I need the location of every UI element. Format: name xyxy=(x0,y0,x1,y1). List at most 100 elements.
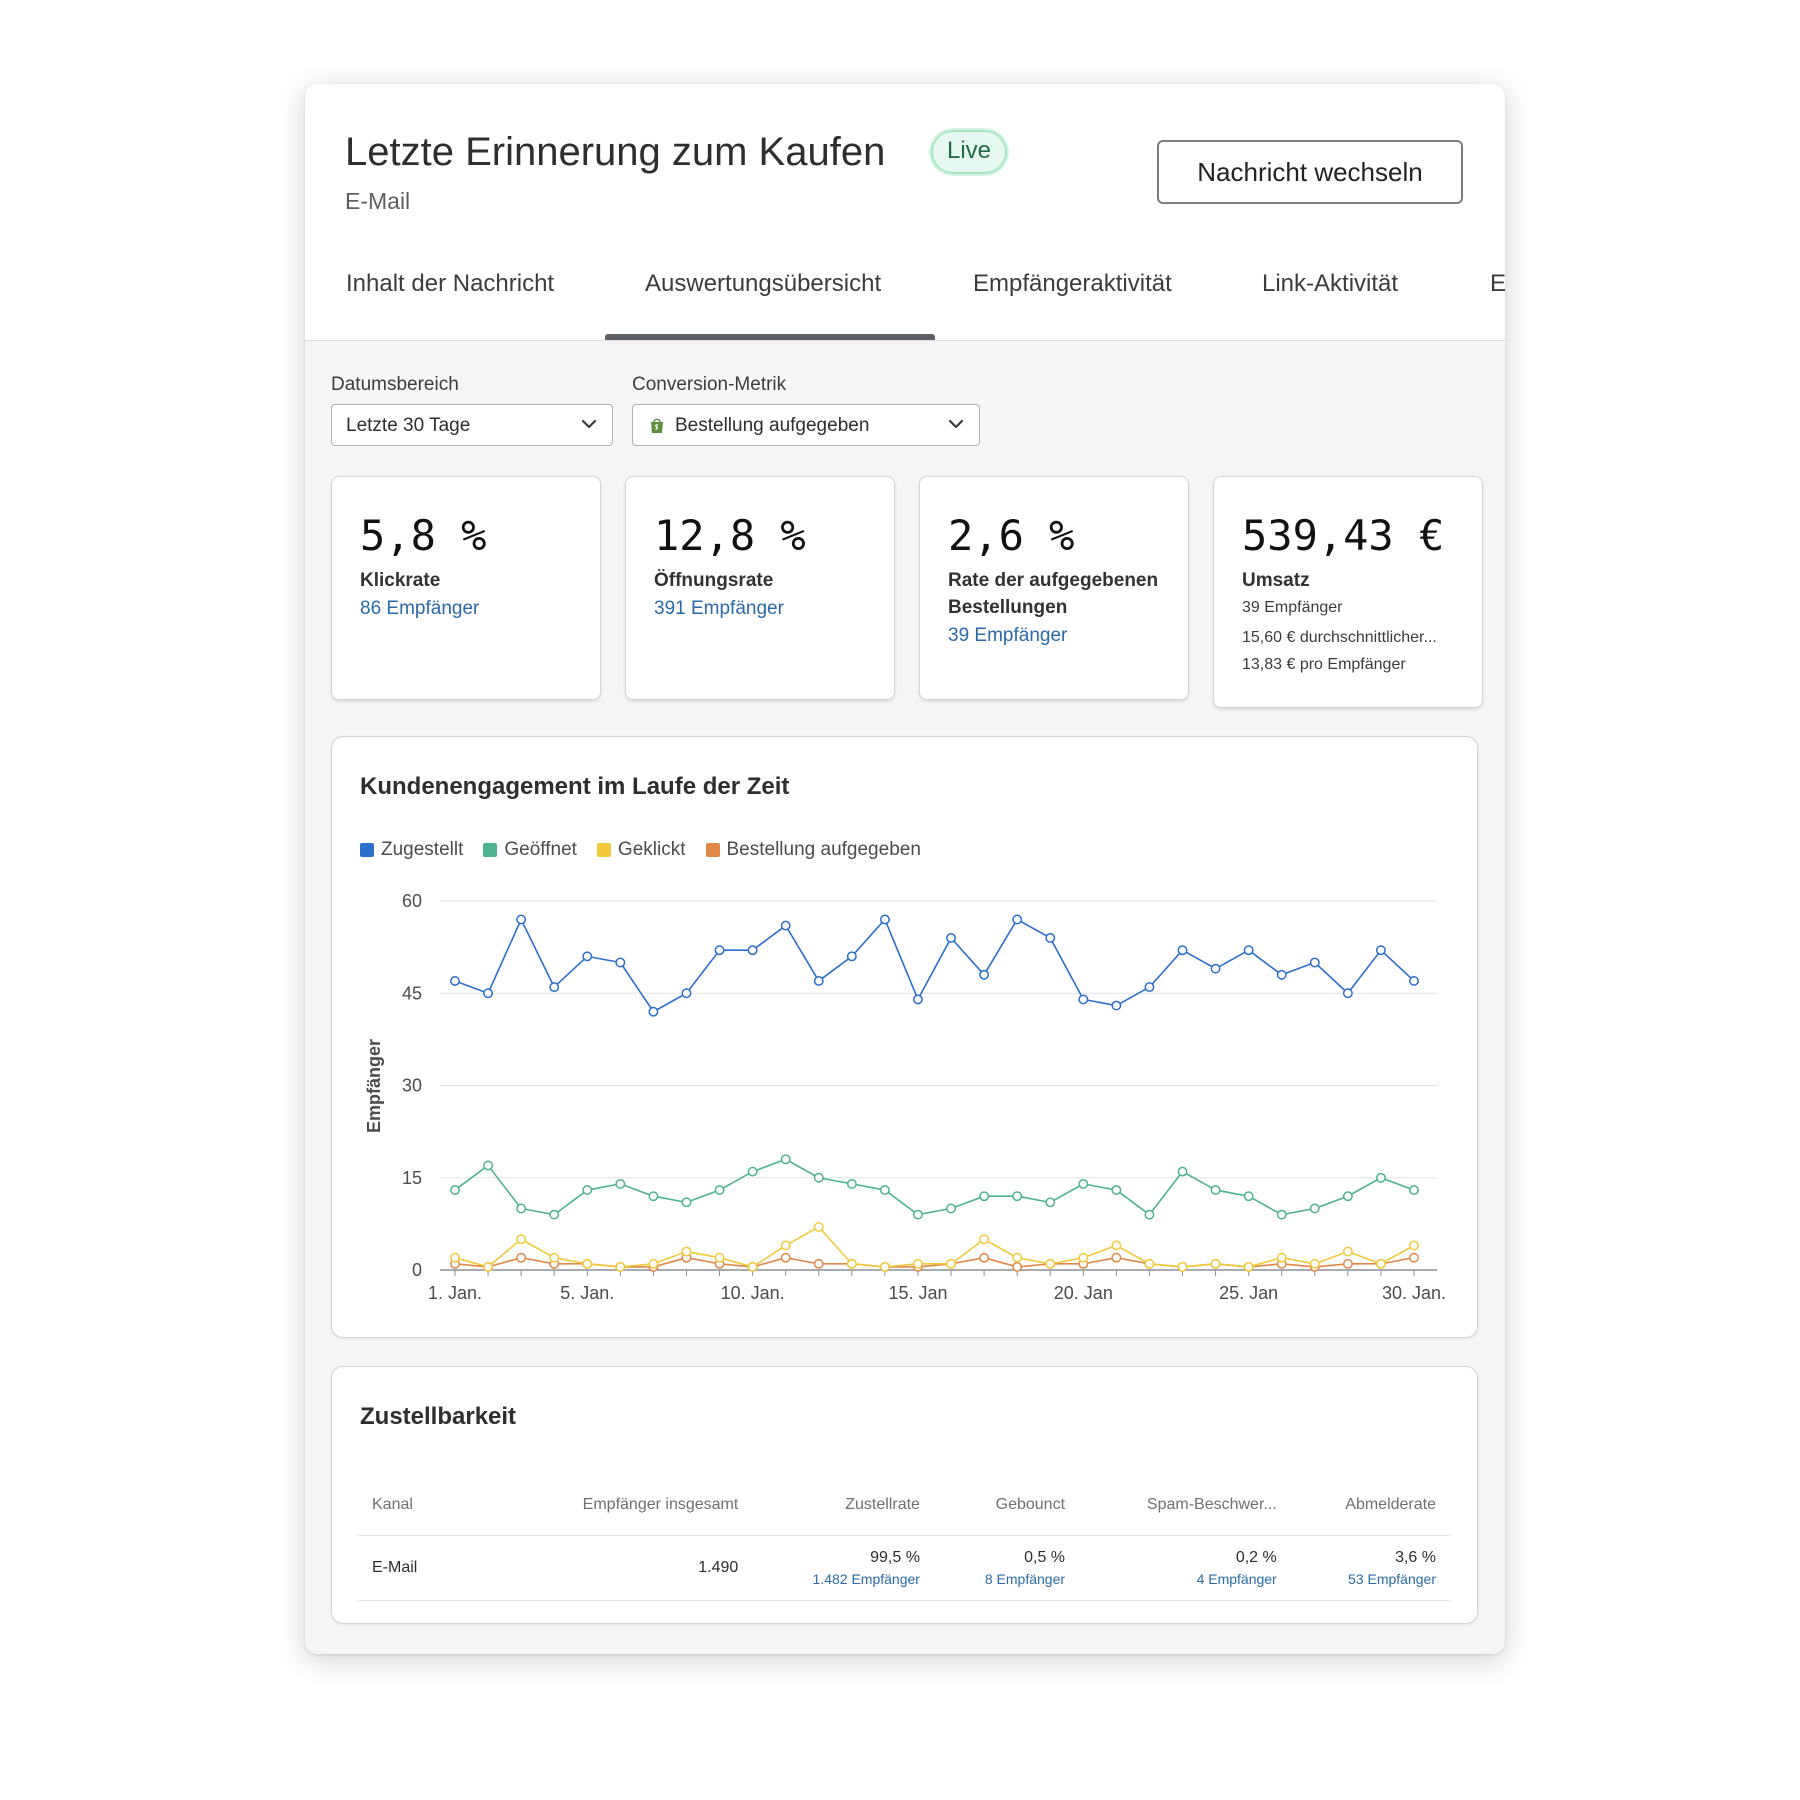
y-tick-label: 0 xyxy=(412,1260,422,1280)
date-range-select[interactable]: Letzte 30 Tage xyxy=(331,404,613,446)
legend-item[interactable]: Geöffnet xyxy=(483,839,577,861)
data-point xyxy=(516,914,527,925)
data-point xyxy=(979,969,990,980)
data-point xyxy=(813,1172,824,1183)
legend-swatch xyxy=(705,843,720,857)
delivery-rate-cell: 99,5 % 1.482 Empfänger xyxy=(752,1535,934,1601)
channel-subtitle: E-Mail xyxy=(345,188,411,214)
data-point xyxy=(1210,1258,1221,1269)
column-header: Kanal xyxy=(358,1475,506,1536)
data-point xyxy=(1375,945,1386,956)
data-point xyxy=(1111,1252,1122,1263)
active-tab-indicator xyxy=(605,334,935,340)
metric-recipients-link[interactable]: 39 Empfänger xyxy=(948,625,1068,646)
data-point xyxy=(1342,1258,1353,1269)
data-point xyxy=(1111,1185,1122,1195)
data-point xyxy=(1045,1258,1056,1269)
data-point xyxy=(913,994,923,1005)
metric-recipients-link[interactable]: 86 Empfänger xyxy=(360,598,480,619)
data-point xyxy=(846,1178,857,1189)
bounced-recipients-link[interactable]: 8 Empfänger xyxy=(984,1571,1066,1587)
tab-truncated[interactable]: Er xyxy=(1490,270,1505,297)
data-point xyxy=(946,1258,956,1269)
revenue-recipients: 39 Empfänger xyxy=(1242,599,1343,616)
data-point xyxy=(549,982,560,993)
data-point xyxy=(846,1258,857,1269)
delivery-recipients-link[interactable]: 1.482 Empfänger xyxy=(812,1571,920,1587)
y-tick-label: 60 xyxy=(402,891,422,911)
data-point xyxy=(450,1252,460,1263)
y-tick-label: 15 xyxy=(402,1168,422,1188)
data-point xyxy=(813,1222,824,1232)
spam-value: 0,2 % xyxy=(1235,1549,1277,1566)
data-point xyxy=(714,1252,725,1263)
column-header: Zustellrate xyxy=(752,1475,934,1536)
table-row: E-Mail 1.490 99,5 % 1.482 Empfänger 0,5 … xyxy=(358,1535,1450,1601)
data-point xyxy=(780,1252,791,1263)
legend-item[interactable]: Zugestellt xyxy=(360,839,463,861)
x-tick-label: 1. Jan. xyxy=(428,1283,482,1303)
tab-message-content[interactable]: Inhalt der Nachricht xyxy=(346,270,555,297)
data-point xyxy=(1012,1191,1023,1202)
bounced-cell: 0,5 % 8 Empfänger xyxy=(933,1535,1080,1601)
spam-recipients-link[interactable]: 4 Empfänger xyxy=(1196,1571,1277,1587)
data-point xyxy=(1375,1172,1386,1183)
data-point xyxy=(582,1185,593,1195)
tab-report-overview[interactable]: Auswertungsübersicht xyxy=(645,270,882,297)
data-point xyxy=(1177,945,1188,956)
data-point xyxy=(1210,1185,1221,1195)
deliverability-title: Zustellbarkeit xyxy=(360,1403,517,1430)
data-point xyxy=(1111,1000,1122,1011)
data-point xyxy=(813,1258,824,1269)
data-point xyxy=(615,1178,626,1189)
data-point xyxy=(714,1185,725,1195)
legend-item[interactable]: Bestellung aufgegeben xyxy=(705,839,921,861)
switch-message-button[interactable]: Nachricht wechseln xyxy=(1157,140,1463,204)
data-point xyxy=(1243,1191,1254,1202)
data-point xyxy=(1409,1252,1419,1263)
y-axis-label: Empfänger xyxy=(364,1039,384,1133)
data-point xyxy=(681,988,692,999)
legend-swatch xyxy=(596,843,611,857)
data-point xyxy=(946,932,956,943)
x-tick-label: 25. Jan xyxy=(1219,1283,1278,1303)
data-point xyxy=(780,1240,791,1251)
chevron-down-icon xyxy=(948,419,964,429)
x-tick-label: 20. Jan xyxy=(1054,1283,1113,1303)
data-point xyxy=(516,1252,527,1263)
column-header: Gebounct xyxy=(933,1475,1080,1536)
total-recipients-cell: 1.490 xyxy=(506,1535,753,1601)
data-point xyxy=(979,1252,990,1263)
legend-item[interactable]: Geklickt xyxy=(596,839,686,861)
data-point xyxy=(1078,994,1089,1005)
metric-recipients-link[interactable]: 391 Empfänger xyxy=(654,598,784,619)
data-point xyxy=(879,1185,890,1195)
data-point xyxy=(516,1203,527,1214)
data-point xyxy=(979,1191,990,1202)
metric-card-click-rate: 5,8 % Klickrate 86 Empfänger xyxy=(331,476,601,700)
legend-swatch xyxy=(483,843,498,857)
data-point xyxy=(1409,976,1419,986)
data-point xyxy=(913,1258,923,1269)
data-point xyxy=(1177,1166,1188,1177)
data-point xyxy=(747,1261,758,1272)
x-tick-label: 30. Jan. xyxy=(1382,1283,1446,1303)
series-line xyxy=(454,1226,1415,1268)
metric-label: Klickrate xyxy=(360,570,441,591)
data-point xyxy=(1409,1185,1419,1195)
data-point xyxy=(483,988,494,999)
data-point xyxy=(1309,1203,1320,1214)
y-tick-label: 30 xyxy=(402,1076,422,1096)
tab-recipient-activity[interactable]: Empfängeraktivität xyxy=(973,270,1172,297)
unsubscribe-recipients-link[interactable]: 53 Empfänger xyxy=(1348,1571,1436,1587)
y-tick-label: 45 xyxy=(402,983,422,1003)
data-point xyxy=(549,1252,560,1263)
data-point xyxy=(615,1261,626,1272)
data-point xyxy=(483,1261,494,1272)
tab-link-activity[interactable]: Link-Aktivität xyxy=(1262,270,1399,297)
deliverability-table: Kanal Empfänger insgesamt Zustellrate Ge… xyxy=(358,1475,1450,1601)
conversion-metric-select[interactable]: Bestellung aufgegeben xyxy=(632,404,980,446)
report-header: Letzte Erinnerung zum Kaufen Live E-Mail… xyxy=(305,84,1505,341)
legend-swatch xyxy=(360,843,374,857)
spam-cell: 0,2 % 4 Empfänger xyxy=(1079,1535,1291,1601)
